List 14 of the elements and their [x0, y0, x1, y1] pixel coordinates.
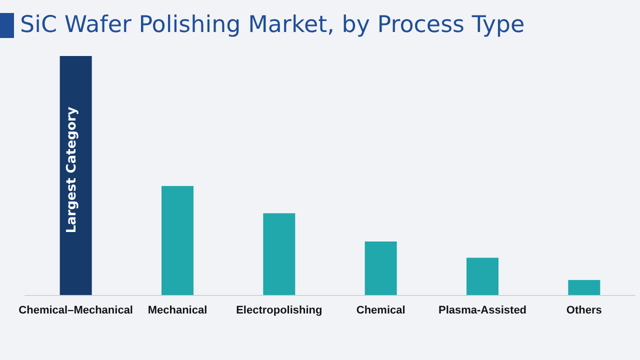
- x-tick-label: Electropolishing: [236, 304, 322, 316]
- bar: [364, 241, 397, 295]
- x-tick-label: Others: [566, 304, 602, 316]
- bar: [60, 56, 92, 295]
- bar: [263, 213, 296, 295]
- bar: [568, 280, 600, 295]
- x-tick-label: Mechanical: [148, 304, 208, 316]
- bar: [162, 186, 194, 295]
- x-tick-label: Chemical–Mechanical: [18, 304, 134, 316]
- bar: [466, 258, 498, 295]
- annotation: Largest Category: [64, 106, 80, 234]
- x-tick-label: Chemical: [356, 304, 406, 316]
- chart-title: SiC Wafer Polishing Market, by Process Type: [20, 12, 525, 38]
- x-tick-label: Plasma-Assisted: [438, 304, 527, 316]
